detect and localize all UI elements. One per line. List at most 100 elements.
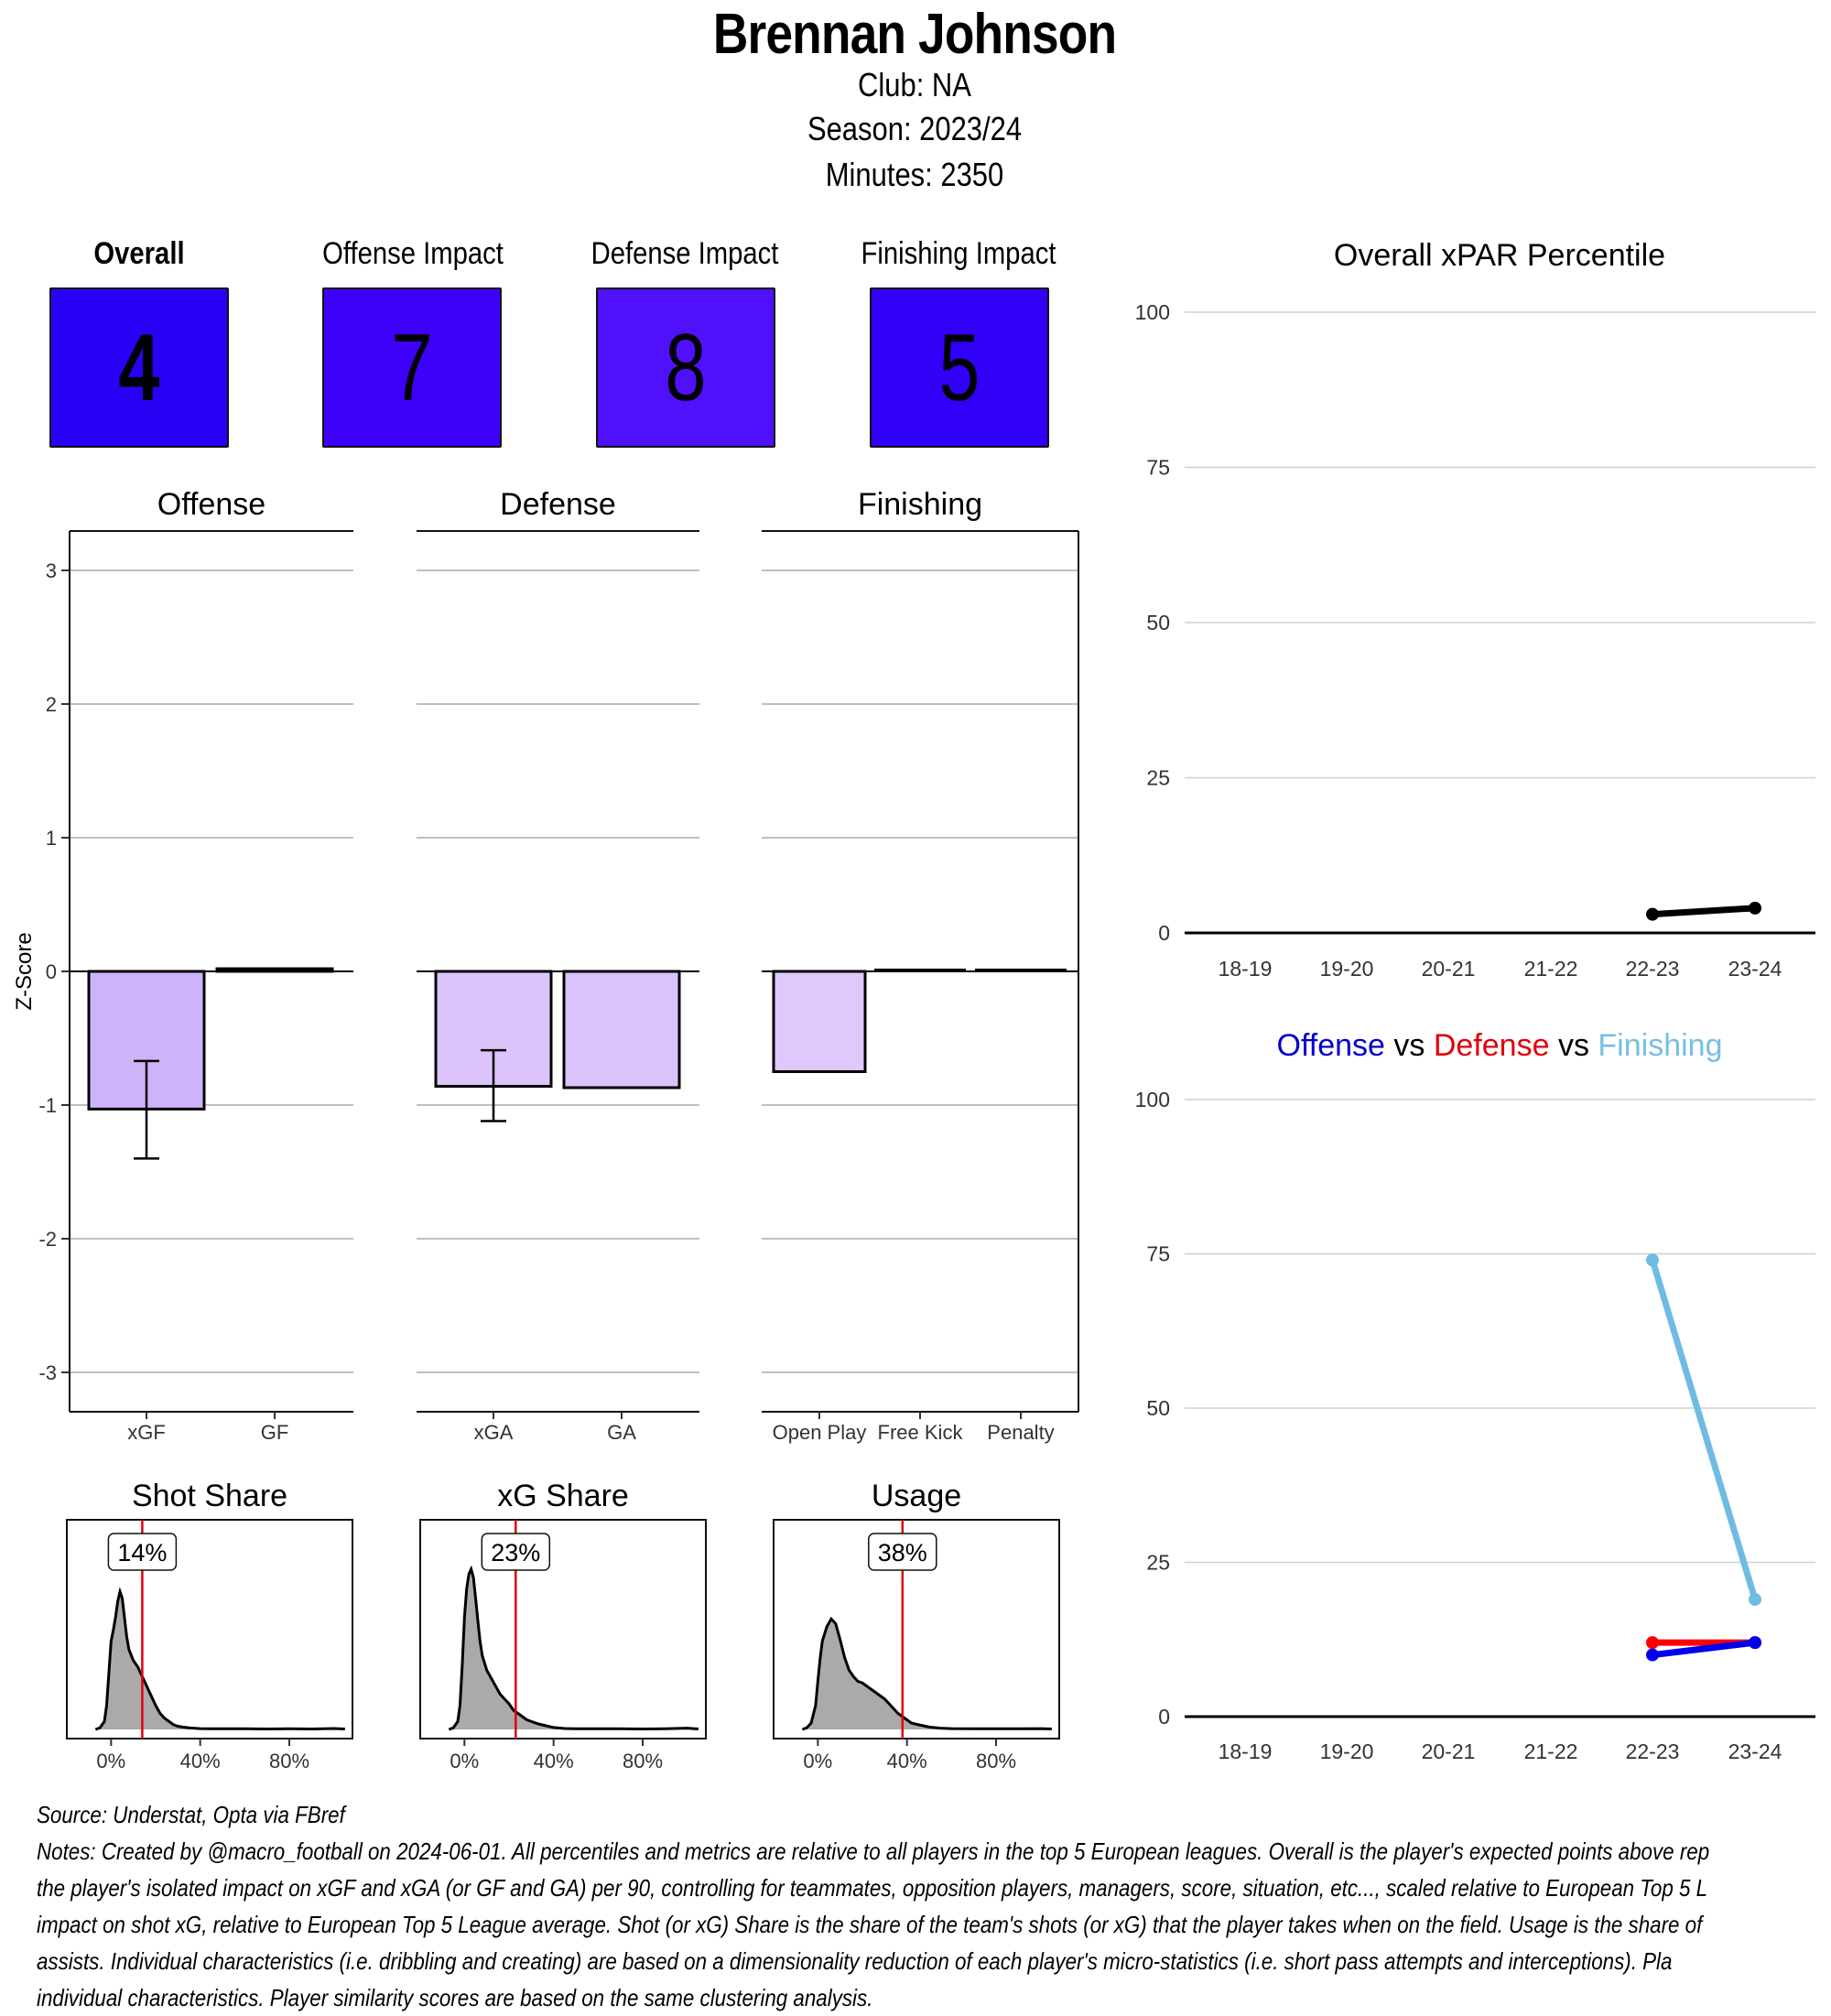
offense-impact-score-box: 7 xyxy=(322,287,502,448)
x-tick-label: 22-23 xyxy=(1626,957,1680,981)
zscore-bar-chart: Z-Score 3 2 1 0 -1 -2 -3 Offense xGF GF Defense xGA G… xyxy=(12,487,1079,1444)
series-line xyxy=(1649,905,1759,918)
density-panel-xg-share: xG Share 23% 0% 40% 80% xyxy=(419,1479,707,1772)
x-tick-label: xGA xyxy=(474,1421,514,1444)
x-tick-label: 0% xyxy=(96,1750,125,1772)
series-point xyxy=(1646,907,1659,921)
density-line xyxy=(94,1587,345,1731)
x-tick-label: 40% xyxy=(887,1750,927,1772)
facet-finishing: Finishing Open Play Free Kick Penalty xyxy=(762,487,1079,1444)
x-tick-label: 80% xyxy=(976,1750,1016,1772)
series-overall xyxy=(1646,901,1761,921)
series-point xyxy=(1646,1648,1659,1662)
x-tick-label: 0% xyxy=(450,1750,479,1772)
y-tick-label: 3 xyxy=(46,559,57,582)
y-tick-label: 25 xyxy=(1146,1551,1170,1575)
defense-impact-label: Defense Impact xyxy=(590,236,779,271)
player-value-label: 38% xyxy=(878,1539,927,1566)
x-tick-label: 80% xyxy=(269,1750,309,1772)
xpar-chart-title: Overall xPAR Percentile xyxy=(1334,238,1665,273)
density-title: Usage xyxy=(872,1479,961,1513)
x-tick-label: 19-20 xyxy=(1320,1740,1374,1763)
density-panel-shot-share: Shot Share 14% 0% 40% 80% xyxy=(66,1479,353,1772)
y-tick-label: -2 xyxy=(38,1228,57,1251)
x-tick-label: 20-21 xyxy=(1422,957,1476,981)
y-tick-label: -1 xyxy=(38,1094,57,1117)
x-tick-label: Free Kick xyxy=(878,1421,964,1444)
y-tick-label: 75 xyxy=(1146,456,1170,480)
x-tick-label: Open Play xyxy=(773,1421,867,1444)
x-tick-label: 23-24 xyxy=(1728,1740,1782,1763)
series-finishing xyxy=(1646,1253,1761,1606)
overall-score-box: 4 xyxy=(49,287,229,448)
x-tick-label: 23-24 xyxy=(1728,957,1782,981)
player-value-label: 14% xyxy=(117,1539,167,1566)
defense-impact-score-box: 8 xyxy=(596,287,775,448)
y-tick-label: 1 xyxy=(46,827,57,850)
overall-xpar-line-chart: Overall xPAR Percentile 0 25 50 75 100 18-19 19… xyxy=(1135,238,1815,981)
density-line xyxy=(448,1565,699,1731)
component-percentile-line-chart: Offense vs Defense vs Finishing 0 25 50 75 10… xyxy=(1135,1028,1815,1763)
bar-ga xyxy=(562,970,681,1089)
overall-label: Overall xyxy=(93,236,185,271)
legend-vs: vs xyxy=(1550,1028,1589,1063)
legend-vs: vs xyxy=(1385,1028,1425,1063)
facet-title: Defense xyxy=(500,487,616,522)
defense-impact-score-value: 8 xyxy=(665,314,707,421)
series-line xyxy=(1649,1256,1759,1603)
series-point xyxy=(1749,1592,1761,1606)
density-title: xG Share xyxy=(497,1479,629,1513)
x-tick-label: 19-20 xyxy=(1320,957,1374,981)
x-tick-label: 20-21 xyxy=(1422,1740,1476,1763)
x-tick-label: 40% xyxy=(534,1750,574,1772)
x-tick-label: 0% xyxy=(803,1750,832,1772)
y-tick-label: 0 xyxy=(1158,1705,1170,1729)
notes-line: Notes: Created by @macro_football on 202… xyxy=(37,1837,1710,1865)
density-line xyxy=(801,1616,1052,1731)
x-tick-label: xGF xyxy=(127,1421,166,1444)
notes-line: impact on shot xG, relative to European … xyxy=(37,1911,1703,1938)
x-tick-label: 21-22 xyxy=(1524,957,1578,981)
notes-line: assists. Individual characteristics (i.e… xyxy=(37,1947,1673,1975)
y-tick-label: 100 xyxy=(1135,1088,1170,1111)
player-value-label-box xyxy=(107,1533,178,1571)
y-tick-label: 0 xyxy=(1158,921,1170,945)
x-tick-label: Penalty xyxy=(987,1421,1054,1444)
density-area xyxy=(95,1591,345,1729)
x-tick-label: 18-19 xyxy=(1219,957,1273,981)
charts-canvas: Z-Score 3 2 1 0 -1 -2 -3 Offense xGF GF Defense xGA G… xyxy=(12,238,1815,1772)
y-tick-label: 75 xyxy=(1146,1242,1170,1266)
component-chart-title: Offense vs Defense vs Finishing xyxy=(1277,1028,1723,1063)
legend-finishing: Finishing xyxy=(1589,1028,1723,1063)
club-line: Club: NA xyxy=(858,66,971,103)
legend-offense: Offense xyxy=(1277,1028,1385,1063)
minutes-line: Minutes: 2350 xyxy=(825,156,1004,193)
offense-impact-label: Offense Impact xyxy=(322,236,504,271)
facet-offense: Offense xGF GF xyxy=(69,487,353,1444)
finishing-impact-score-value: 5 xyxy=(938,314,981,421)
x-tick-label: 21-22 xyxy=(1524,1740,1578,1763)
x-tick-label: 80% xyxy=(623,1750,663,1772)
series-point xyxy=(1749,1636,1761,1650)
series-point xyxy=(1646,1253,1659,1267)
bar-open-play xyxy=(772,970,867,1073)
y-tick-label: 25 xyxy=(1146,766,1170,790)
notes-line: individual characteristics. Player simil… xyxy=(37,1984,873,2011)
facet-title: Offense xyxy=(157,487,265,522)
y-tick-label: 50 xyxy=(1146,1396,1170,1420)
y-axis-label: Z-Score xyxy=(12,932,37,1010)
x-tick-label: GA xyxy=(607,1421,636,1444)
legend-defense: Defense xyxy=(1425,1028,1549,1063)
density-title: Shot Share xyxy=(132,1479,287,1513)
y-tick-label: 2 xyxy=(46,693,57,716)
finishing-impact-score-box: 5 xyxy=(870,287,1049,448)
player-name: Brennan Johnson xyxy=(712,3,1117,66)
series-line xyxy=(1649,1639,1759,1659)
x-tick-label: GF xyxy=(261,1421,289,1444)
footer-notes: Source: Understat, Opta via FBref Notes:… xyxy=(37,1796,1710,2016)
x-tick-label: 40% xyxy=(180,1750,221,1772)
y-tick-label: 0 xyxy=(46,960,57,983)
facet-defense: Defense xGA GA xyxy=(417,487,699,1444)
series-point xyxy=(1749,901,1761,915)
density-panel-usage: Usage 38% 0% 40% 80% xyxy=(773,1479,1060,1772)
